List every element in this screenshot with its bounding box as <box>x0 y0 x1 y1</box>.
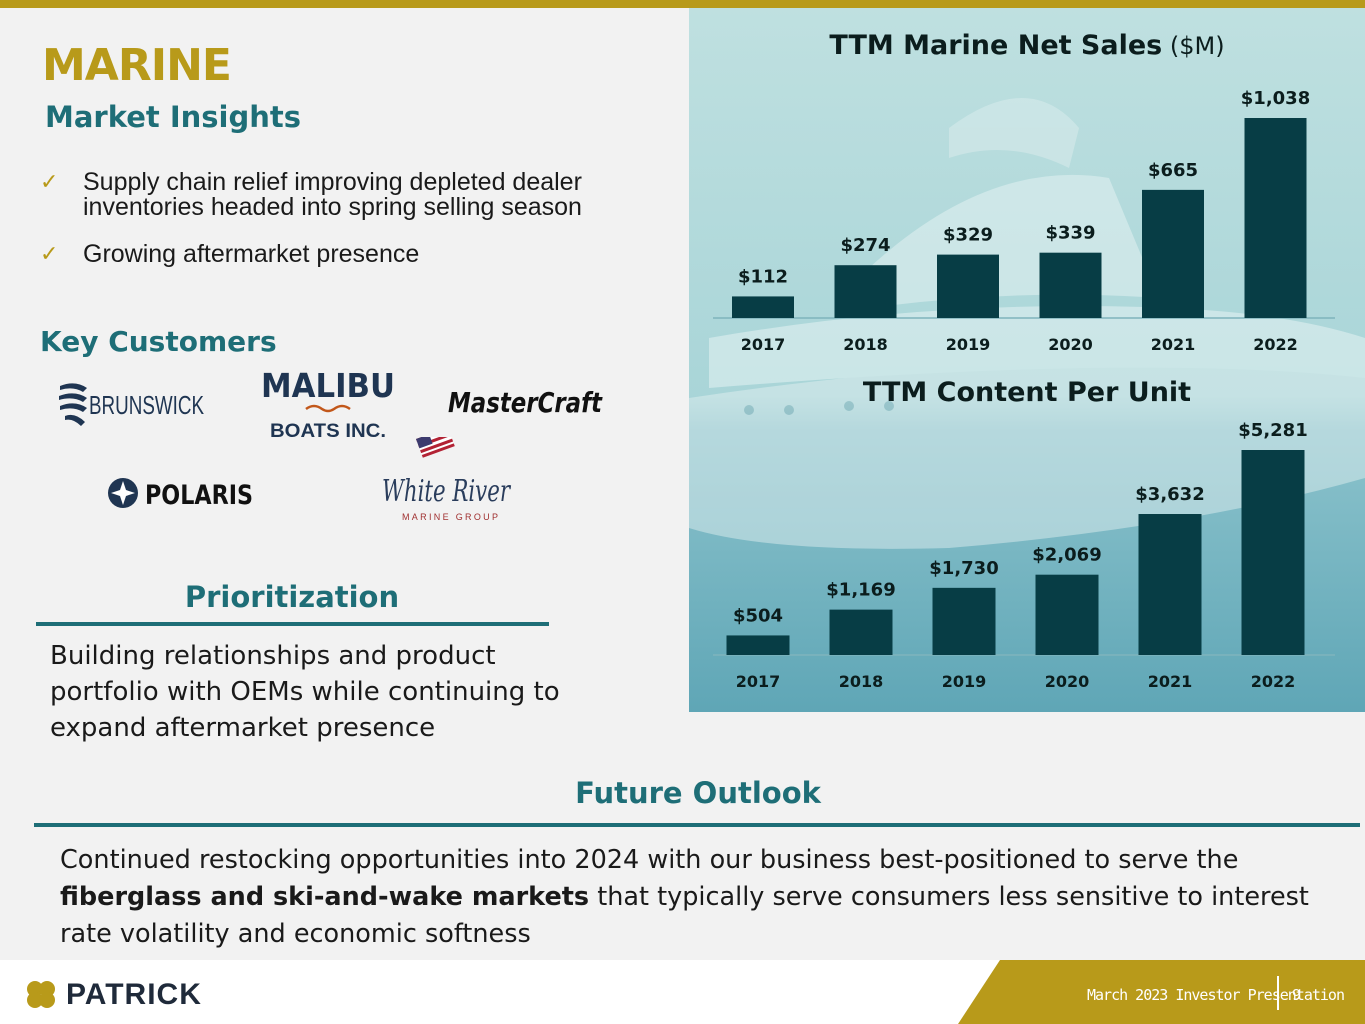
malibu-wordmark-icon: MALIBU BOATS INC. <box>261 366 395 442</box>
data-label: $1,730 <box>929 558 998 579</box>
outlook-text-end: that typically serve consumers less sens… <box>60 882 1309 949</box>
x-tick-label: 2021 <box>1151 335 1196 354</box>
shamrock-icon <box>27 981 55 1008</box>
bar <box>1039 252 1102 318</box>
x-tick-label: 2018 <box>843 335 888 354</box>
data-label: $329 <box>943 225 993 246</box>
polaris-logo: POLARIS <box>107 473 262 520</box>
whiteriver-wordmark: White River <box>382 474 511 509</box>
chart-title-unit: ($M) <box>1162 32 1224 60</box>
mastercraft-wordmark-icon: MasterCraft <box>448 386 603 419</box>
charts-svg: TTM Marine Net Sales ($M) $112 2017 $274 201… <box>689 8 1365 712</box>
bar <box>829 609 893 655</box>
data-label: $112 <box>738 266 788 287</box>
x-tick-label: 2020 <box>1048 335 1093 354</box>
insight-text: Supply chain relief improving depleted d… <box>83 168 582 221</box>
x-tick-label: 2021 <box>1148 672 1193 691</box>
bar <box>1241 450 1305 655</box>
top-accent-bar <box>0 0 1365 8</box>
wave-icon <box>305 404 351 413</box>
chart-panel: TTM Marine Net Sales ($M) $112 2017 $274 201… <box>689 8 1365 712</box>
x-tick-label: 2017 <box>736 672 781 691</box>
x-tick-label: 2017 <box>741 335 786 354</box>
data-label: $665 <box>1148 160 1198 181</box>
data-label: $339 <box>1045 223 1095 244</box>
data-label: $3,632 <box>1135 484 1204 505</box>
footer-label: March 2023 Investor Presentation <box>1087 986 1345 1004</box>
page-number: 9 <box>1292 986 1302 1004</box>
mastercraft-wordmark: MasterCraft <box>448 386 603 419</box>
list-item: ✓ Supply chain relief improving depleted… <box>40 170 660 220</box>
data-label: $1,169 <box>826 580 895 601</box>
malibu-logo: MALIBU BOATS INC. <box>258 365 398 448</box>
brunswick-emblem-icon: BRUNSWICK <box>59 383 204 426</box>
insight-text: Growing aftermarket presence <box>83 240 420 268</box>
whiteriver-logo: White River MARINE GROUP <box>378 427 518 532</box>
data-label: $5,281 <box>1238 420 1307 441</box>
data-label: $274 <box>840 235 890 256</box>
data-label: $504 <box>733 605 783 626</box>
key-customers-heading: Key Customers <box>40 325 277 358</box>
whiteriver-sub-wordmark: MARINE GROUP <box>402 512 498 522</box>
chart-title: TTM Marine Net Sales ($M) <box>829 30 1224 61</box>
section-subtitle: Market Insights <box>45 100 302 134</box>
x-tick-label: 2019 <box>946 335 991 354</box>
whiteriver-flag-icon: White River MARINE GROUP <box>382 427 511 522</box>
brunswick-logo: BRUNSWICK <box>57 378 207 439</box>
footer-band <box>958 960 1365 1024</box>
bar <box>726 635 790 655</box>
mastercraft-logo: MasterCraft <box>448 382 608 427</box>
polaris-wordmark: POLARIS <box>145 480 253 511</box>
outlook-text-start: Continued restocking opportunities into … <box>60 845 1239 875</box>
chart-title: TTM Content Per Unit <box>863 377 1191 408</box>
bar <box>1138 514 1202 655</box>
patrick-wordmark: PATRICK <box>66 978 202 1011</box>
insights-list: ✓ Supply chain relief improving depleted… <box>40 170 660 289</box>
malibu-wordmark: MALIBU <box>261 366 395 405</box>
bar <box>937 254 999 318</box>
outlook-divider <box>34 823 1360 827</box>
x-tick-label: 2022 <box>1251 672 1296 691</box>
checkmark-icon: ✓ <box>40 170 59 195</box>
list-item: ✓ Growing aftermarket presence <box>40 240 660 268</box>
bar <box>1035 574 1099 655</box>
patrick-logo: PATRICK <box>24 978 202 1012</box>
outlook-text-emphasis: fiberglass and ski-and-wake markets <box>60 882 590 912</box>
data-label: $1,038 <box>1241 88 1310 109</box>
page-title: MARINE <box>42 40 232 91</box>
bar <box>1142 189 1204 318</box>
bar <box>932 587 996 655</box>
prioritization-divider <box>36 622 549 626</box>
chart-title-main: TTM Content Per Unit <box>863 377 1191 408</box>
bar <box>834 265 897 318</box>
x-tick-label: 2020 <box>1045 672 1090 691</box>
prioritization-text: Building relationships and product portf… <box>50 641 560 743</box>
content-per-unit-chart: TTM Content Per Unit $504 2017 $1,169 2018 $1… <box>713 377 1335 691</box>
footer: PATRICK March 2023 Investor Presentation… <box>0 960 1365 1024</box>
footer-divider <box>1277 976 1279 1010</box>
chart-title-main: TTM Marine Net Sales <box>829 30 1162 61</box>
x-tick-label: 2018 <box>839 672 884 691</box>
checkmark-icon: ✓ <box>40 242 59 267</box>
x-tick-label: 2022 <box>1253 335 1298 354</box>
bar <box>1244 118 1307 318</box>
outlook-heading: Future Outlook <box>575 776 821 810</box>
malibu-sub-wordmark: BOATS INC. <box>270 421 386 442</box>
data-label: $2,069 <box>1032 545 1101 566</box>
net-sales-chart: TTM Marine Net Sales ($M) $112 2017 $274 201… <box>713 30 1335 354</box>
polaris-star-icon: POLARIS <box>108 478 253 511</box>
x-tick-label: 2019 <box>942 672 987 691</box>
outlook-text: Continued restocking opportunities into … <box>60 842 1340 953</box>
prioritization-heading: Prioritization <box>184 580 400 614</box>
brunswick-wordmark: BRUNSWICK <box>89 390 204 420</box>
bar <box>732 296 794 318</box>
